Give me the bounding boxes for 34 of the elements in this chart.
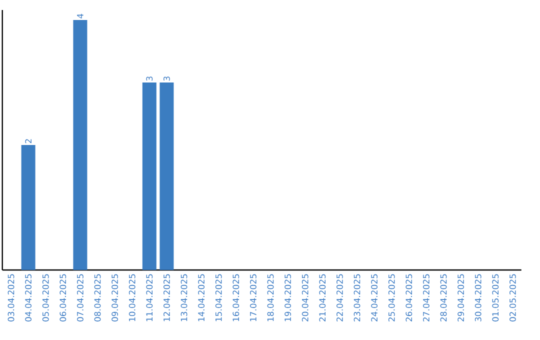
x-tick-label: 29.04.2025: [458, 274, 464, 322]
x-tick-label: 19.04.2025: [284, 274, 292, 322]
x-tick-label: 10.04.2025: [128, 274, 136, 322]
x-tick-label: 09.04.2025: [112, 274, 118, 322]
x-tick-label: 14.04.2025: [198, 274, 205, 322]
x-tick-label: 24.04.2025: [371, 274, 378, 322]
x-tick-label: 21.04.2025: [319, 274, 326, 322]
x-tick-label: 17.04.2025: [250, 274, 256, 322]
x-tick-label: 27.04.2025: [423, 274, 430, 322]
x-tick-label: 15.04.2025: [215, 274, 222, 322]
data-label: 3: [146, 76, 153, 81]
x-tick-label: 12.04.2025: [164, 274, 170, 322]
x-tick-label: 20.04.2025: [302, 274, 308, 322]
x-tick-label: 07.04.2025: [77, 274, 84, 322]
x-tick-label: 02.05.2025: [510, 274, 516, 322]
data-label: 4: [77, 14, 84, 18]
x-tick-label: 30.04.2025: [474, 274, 482, 322]
data-label: 2: [25, 139, 32, 144]
x-tick-label: 03.04.2025: [8, 274, 14, 322]
x-tick-label: 05.04.2025: [42, 274, 49, 322]
x-tick-label: 11.04.2025: [146, 274, 153, 322]
x-tick-label: 01.05.2025: [492, 274, 499, 322]
x-tick-label: 26.04.2025: [406, 274, 412, 322]
data-label: 3: [164, 76, 170, 81]
x-tick-label: 18.04.2025: [267, 274, 274, 322]
x-tick-label: 28.04.2025: [440, 274, 447, 322]
x-tick-label: 25.04.2025: [388, 274, 395, 322]
x-tick-label: 06.04.2025: [60, 274, 66, 322]
x-tick-label: 23.04.2025: [354, 274, 360, 322]
x-tick-label: 16.04.2025: [232, 274, 240, 322]
x-tick-label: 04.04.2025: [25, 274, 32, 322]
x-tick-label: 08.04.2025: [94, 274, 101, 322]
x-tick-label: 22.04.2025: [336, 274, 343, 322]
x-tick-label: 13.04.2025: [180, 274, 188, 322]
